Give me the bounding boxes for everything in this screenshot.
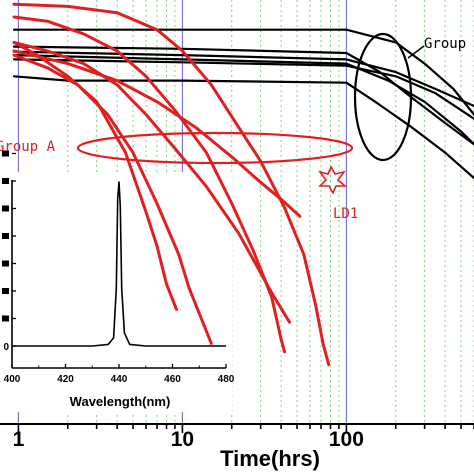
inset-axes: 400 420 440 460 480 0 <box>2 150 235 385</box>
inset-x-axis-label: Wavelength(nm) <box>70 394 171 409</box>
main-x-axis: 1 10 100 <box>0 423 474 451</box>
group-b-pointer <box>407 45 425 59</box>
group-a-curve-1 <box>12 40 178 311</box>
inset-y-tick-label-clipped <box>2 233 9 239</box>
inset-x-tick-label: 400 <box>4 374 21 385</box>
inset-y-tick-label-clipped <box>2 205 9 212</box>
x-tick-label: 10 <box>171 428 194 451</box>
inset-x-tick-label: 480 <box>218 374 235 385</box>
inset-y-tick-label-clipped <box>2 288 9 294</box>
inset-y-tick-label-clipped <box>2 178 9 184</box>
group-b-curve-10 <box>12 53 474 146</box>
group-a-ellipse <box>76 131 354 165</box>
group-a-curve-4 <box>12 49 302 218</box>
group-a-curve-6 <box>12 53 213 345</box>
group-b-curve-9 <box>12 50 474 108</box>
group-b-curve-11 <box>12 58 474 120</box>
inset-y-tick-label-clipped <box>2 315 9 322</box>
group-b-label: Group <box>424 36 466 52</box>
group-b-curve-7 <box>12 28 474 116</box>
inset-y-tick-label: 0 <box>3 342 9 353</box>
ld1-label: LD1 <box>333 206 358 222</box>
inset-spectrum-line <box>12 181 226 347</box>
group-a-label: Group A <box>0 139 56 155</box>
inset-spectrum-chart: 400 420 440 460 480 0 Wavelength(nm) <box>0 150 235 412</box>
ld1-failure-star <box>318 165 348 195</box>
inset-x-tick-label: 440 <box>111 374 128 385</box>
group-a-curve-5 <box>12 40 291 324</box>
x-tick-label: 100 <box>329 428 364 451</box>
x-tick-label: 1 <box>13 428 25 451</box>
inset-y-tick-label-clipped <box>2 150 9 157</box>
inset-y-tick-label-clipped <box>2 260 9 267</box>
group-b-curves <box>12 28 474 180</box>
group-b-ellipse <box>353 32 413 162</box>
inset-x-tick-label: 420 <box>57 374 74 385</box>
x-axis-label: Time(hrs) <box>220 446 320 471</box>
annotations: Group A Group LD1 <box>0 32 466 222</box>
inset-spectrum-trace <box>12 181 226 347</box>
group-b-curve-12 <box>12 75 474 180</box>
inset-x-tick-label: 460 <box>164 374 181 385</box>
group-a-curve-2 <box>12 15 287 354</box>
group-a-curves <box>12 2 331 367</box>
group-a-curve-3 <box>12 2 331 367</box>
